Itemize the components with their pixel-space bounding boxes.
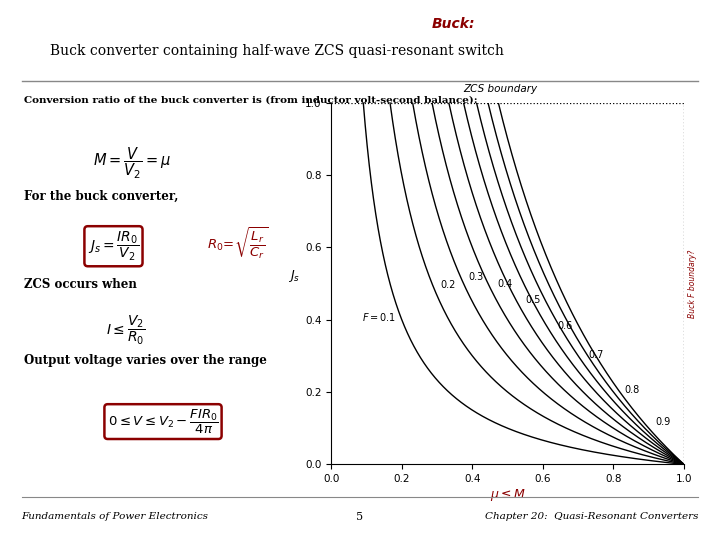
Text: For the buck converter,: For the buck converter, xyxy=(24,190,178,202)
Text: 0.4: 0.4 xyxy=(497,279,512,289)
Text: Chapter 20:  Quasi-Resonant Converters: Chapter 20: Quasi-Resonant Converters xyxy=(485,512,698,521)
Text: $0 \leq V \leq V_2 - \dfrac{FIR_0}{4\pi}$: $0 \leq V \leq V_2 - \dfrac{FIR_0}{4\pi}… xyxy=(108,408,218,436)
Text: $R_0\!=\!\sqrt{\dfrac{L_r}{C_r}}$: $R_0\!=\!\sqrt{\dfrac{L_r}{C_r}}$ xyxy=(207,226,268,261)
Text: 0.3: 0.3 xyxy=(469,272,484,282)
X-axis label: $\mu \leq M$: $\mu \leq M$ xyxy=(490,487,526,503)
Text: $J_s = \dfrac{IR_0}{V_2}$: $J_s = \dfrac{IR_0}{V_2}$ xyxy=(88,230,139,263)
Text: Conversion ratio of the buck converter is (from inductor volt-second balance):: Conversion ratio of the buck converter i… xyxy=(24,96,477,105)
Text: Buck converter containing half-wave ZCS quasi-resonant switch: Buck converter containing half-wave ZCS … xyxy=(50,44,504,58)
Text: 0.6: 0.6 xyxy=(557,321,572,332)
Text: 0.2: 0.2 xyxy=(441,280,456,290)
Text: Buck F boundary?: Buck F boundary? xyxy=(688,249,696,318)
Text: Buck:: Buck: xyxy=(432,17,475,31)
Text: 5: 5 xyxy=(356,512,364,522)
Text: Output voltage varies over the range: Output voltage varies over the range xyxy=(24,354,266,367)
Text: ZCS boundary: ZCS boundary xyxy=(464,84,538,93)
Text: 0.5: 0.5 xyxy=(526,295,541,305)
Text: 0.8: 0.8 xyxy=(624,386,639,395)
Text: 0.7: 0.7 xyxy=(589,350,604,361)
Y-axis label: $J_s$: $J_s$ xyxy=(288,267,300,284)
Text: 0.9: 0.9 xyxy=(656,417,671,427)
Text: $F = 0.1$: $F = 0.1$ xyxy=(362,312,397,323)
Text: $M = \dfrac{V}{V_2} = \mu$: $M = \dfrac{V}{V_2} = \mu$ xyxy=(93,146,171,181)
Text: ZCS occurs when: ZCS occurs when xyxy=(24,278,137,291)
Text: $I \leq \dfrac{V_2}{R_0}$: $I \leq \dfrac{V_2}{R_0}$ xyxy=(106,314,145,347)
Text: Fundamentals of Power Electronics: Fundamentals of Power Electronics xyxy=(22,512,209,521)
